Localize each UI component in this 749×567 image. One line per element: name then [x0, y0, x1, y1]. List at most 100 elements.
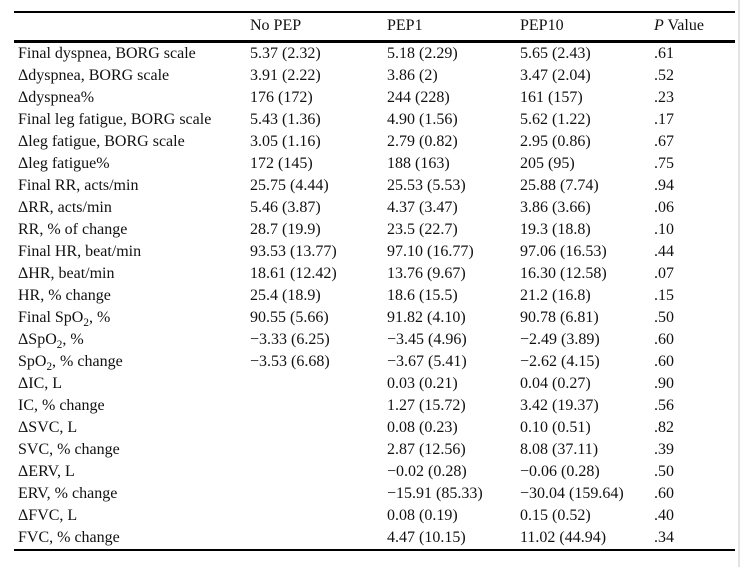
cell-pep10: 0.04 (0.27)	[520, 374, 591, 392]
cell-pep10: 205 (95)	[520, 154, 575, 172]
row-label: Final SpO2, %	[18, 308, 111, 329]
cell-p-value: .23	[654, 88, 674, 106]
column-header-pep10: PEP10	[520, 11, 654, 43]
cell-p-value: .06	[654, 198, 674, 216]
cell-no-pep	[250, 439, 387, 461]
cell-p-value: .75	[654, 154, 674, 172]
cell-no-pep: 25.75 (4.44)	[250, 176, 329, 194]
cell-no-pep	[250, 417, 387, 439]
cell-p-value: .15	[654, 286, 674, 304]
cell-p-value: .07	[654, 264, 674, 282]
cell-p-value: .60	[654, 330, 674, 348]
cell-p-value: .61	[654, 44, 674, 62]
cell-p-value: .44	[654, 242, 674, 260]
cell-p-value: .60	[654, 352, 674, 370]
row-label: ΔIC, L	[18, 374, 63, 392]
cell-pep1: 0.03 (0.21)	[387, 374, 458, 392]
cell-pep1: −15.91 (85.33)	[387, 484, 483, 502]
cell-pep10: −2.62 (4.15)	[520, 352, 600, 370]
cell-pep10: 8.08 (37.11)	[520, 440, 599, 458]
cell-pep10: −2.49 (3.89)	[520, 330, 600, 348]
row-label: SpO2, % change	[18, 352, 123, 373]
cell-p-value: .50	[654, 462, 674, 480]
cell-pep10: 19.3 (18.8)	[520, 220, 591, 238]
cell-pep10: 90.78 (6.81)	[520, 308, 599, 326]
cell-pep1: 25.53 (5.53)	[387, 176, 466, 194]
cell-no-pep: 18.61 (12.42)	[250, 264, 337, 282]
cell-no-pep: 90.55 (5.66)	[250, 308, 329, 326]
cell-pep10: 161 (157)	[520, 88, 583, 106]
page-scan-edge	[738, 0, 740, 567]
cell-no-pep: −3.53 (6.68)	[250, 352, 330, 370]
table-row: FVC, % change 4.47 (10.15) 11.02 (44.94) .3…	[14, 527, 735, 550]
table-body: Final dyspnea, BORG scale 5.37 (2.32) 5.18…	[14, 41, 735, 550]
cell-pep1: 188 (163)	[387, 154, 450, 172]
row-label: Final HR, beat/min	[18, 242, 142, 260]
cell-pep1: −3.45 (4.96)	[387, 330, 467, 348]
column-header-pep1: PEP1	[387, 11, 520, 43]
cell-no-pep: 176 (172)	[250, 88, 313, 106]
table-row: ΔHR, beat/min 18.61 (12.42) 13.76 (9.67) 16…	[14, 263, 735, 285]
cell-pep10: 3.47 (2.04)	[520, 66, 591, 84]
table-row: ΔERV, L −0.02 (0.28) −0.06 (0.28) .50	[14, 461, 735, 483]
row-label: Δdyspnea, BORG scale	[18, 66, 170, 84]
header-row: No PEP PEP1 PEP10 P Value	[14, 11, 735, 43]
cell-no-pep	[250, 527, 387, 550]
cell-no-pep: 5.43 (1.36)	[250, 110, 321, 128]
cell-pep1: −3.67 (5.41)	[387, 352, 467, 370]
cell-pep1: 4.90 (1.56)	[387, 110, 458, 128]
cell-no-pep: 25.4 (18.9)	[250, 286, 321, 304]
row-label: ΔHR, beat/min	[18, 264, 115, 282]
table-row: ΔRR, acts/min 5.46 (3.87) 4.37 (3.47) 3.86 …	[14, 197, 735, 219]
table-row: SVC, % change 2.87 (12.56) 8.08 (37.11) .39	[14, 439, 735, 461]
table-row: ERV, % change −15.91 (85.33) −30.04 (159.6…	[14, 483, 735, 505]
cell-pep10: 2.95 (0.86)	[520, 132, 591, 150]
cell-pep10: 5.62 (1.22)	[520, 110, 591, 128]
cell-pep1: 5.18 (2.29)	[387, 44, 458, 62]
table-row: Δleg fatigue% 172 (145) 188 (163) 205 (95).…	[14, 153, 735, 175]
cell-pep1: 244 (228)	[387, 88, 450, 106]
cell-pep1: 4.47 (10.15)	[387, 528, 466, 546]
cell-no-pep: 3.05 (1.16)	[250, 132, 321, 150]
cell-p-value: .34	[654, 528, 674, 546]
row-label: FVC, % change	[18, 528, 120, 546]
table-row: ΔSVC, L 0.08 (0.23) 0.10 (0.51) .82	[14, 417, 735, 439]
table-row: Final SpO2, % 90.55 (5.66) 91.82 (4.10) 90.…	[14, 307, 735, 329]
cell-no-pep	[250, 461, 387, 483]
column-header-empty	[14, 11, 250, 43]
table-row: RR, % of change 28.7 (19.9) 23.5 (22.7) 19.…	[14, 219, 735, 241]
cell-pep10: 3.86 (3.66)	[520, 198, 591, 216]
cell-p-value: .39	[654, 440, 674, 458]
table-row: IC, % change 1.27 (15.72) 3.42 (19.37) .56	[14, 395, 735, 417]
cell-no-pep	[250, 373, 387, 395]
row-label: Final leg fatigue, BORG scale	[18, 110, 212, 128]
cell-pep1: 2.79 (0.82)	[387, 132, 458, 150]
cell-pep1: 18.6 (15.5)	[387, 286, 458, 304]
cell-pep1: 3.86 (2)	[387, 66, 438, 84]
cell-pep1: 23.5 (22.7)	[387, 220, 458, 238]
cell-pep1: 0.08 (0.23)	[387, 418, 458, 436]
cell-no-pep: 5.46 (3.87)	[250, 198, 321, 216]
cell-p-value: .90	[654, 374, 674, 392]
row-label: ΔERV, L	[18, 462, 75, 480]
cell-p-value: .94	[654, 176, 674, 194]
cell-no-pep	[250, 395, 387, 417]
cell-pep10: 3.42 (19.37)	[520, 396, 599, 414]
row-label: Δdyspnea%	[18, 88, 95, 106]
cell-pep10: −30.04 (159.64)	[520, 484, 624, 502]
cell-pep1: 4.37 (3.47)	[387, 198, 458, 216]
cell-p-value: .10	[654, 220, 674, 238]
cell-pep1: 2.87 (12.56)	[387, 440, 466, 458]
p-value-italic-p: P	[654, 17, 664, 35]
cell-pep10: 11.02 (44.94)	[520, 528, 607, 546]
cell-p-value: .52	[654, 66, 674, 84]
cell-p-value: .50	[654, 308, 674, 326]
table-header: No PEP PEP1 PEP10 P Value	[14, 11, 735, 43]
row-label: Δleg fatigue, BORG scale	[18, 132, 185, 150]
cell-pep1: 1.27 (15.72)	[387, 396, 466, 414]
table-row: Final dyspnea, BORG scale 5.37 (2.32) 5.18…	[14, 41, 735, 65]
row-label: HR, % change	[18, 286, 111, 304]
cell-no-pep: 3.91 (2.22)	[250, 66, 321, 84]
cell-pep1: 0.08 (0.19)	[387, 506, 458, 524]
